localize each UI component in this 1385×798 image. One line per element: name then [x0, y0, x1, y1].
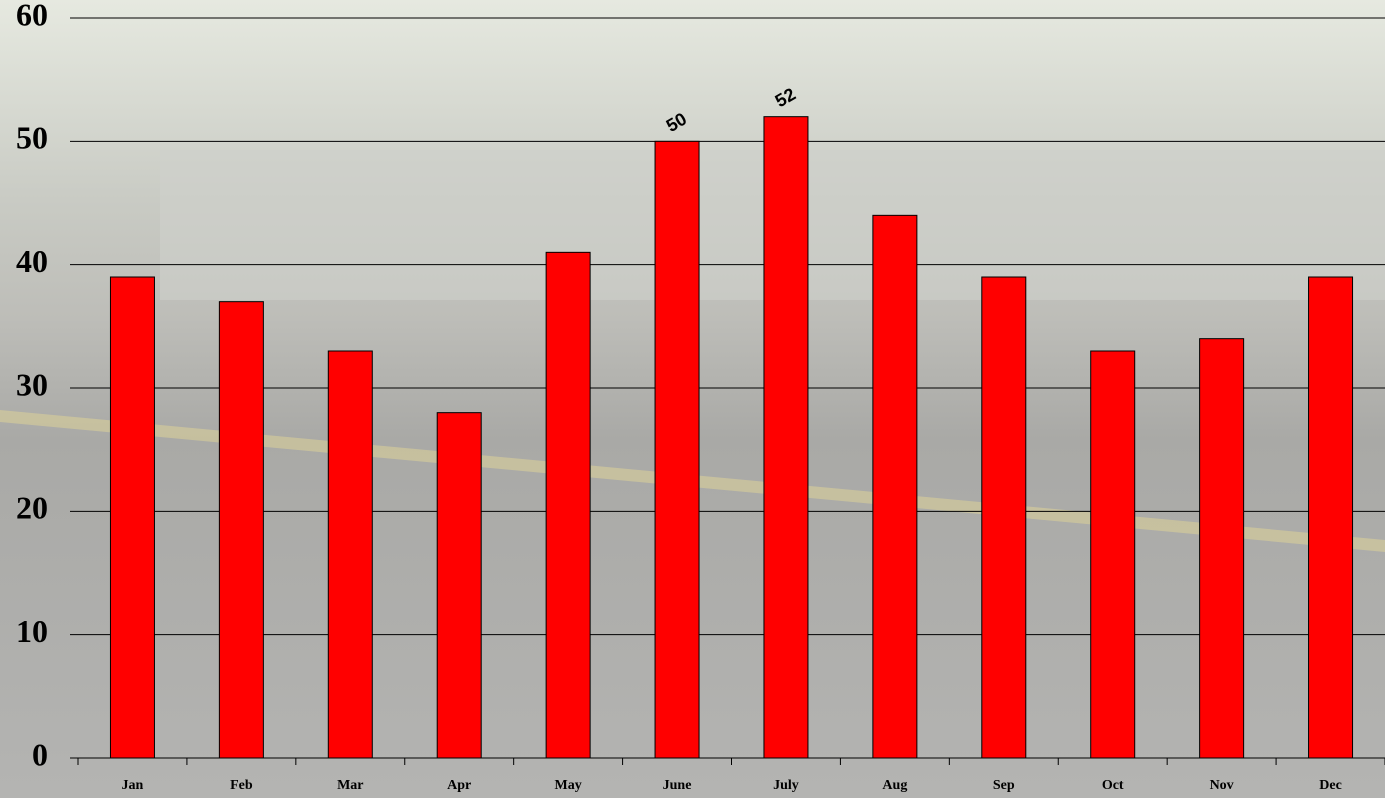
y-tick-label: 50: [16, 120, 48, 156]
bar: [1199, 338, 1245, 759]
x-tick-label: Apr: [447, 778, 471, 793]
bar: [545, 251, 591, 759]
y-tick-label: 0: [32, 736, 48, 772]
bar: [872, 214, 918, 759]
y-tick-label: 10: [16, 613, 48, 649]
bar: [218, 301, 264, 759]
y-tick-label: 60: [16, 0, 48, 32]
y-tick-label: 30: [16, 366, 48, 402]
x-tick-label: Mar: [337, 778, 363, 793]
x-tick-label: Jan: [122, 778, 144, 793]
x-tick-label: Oct: [1102, 778, 1124, 793]
x-tick-label: Aug: [882, 778, 907, 793]
x-tick-label: Dec: [1319, 778, 1342, 793]
bar: [763, 116, 809, 759]
bar: [981, 276, 1027, 759]
bar: [436, 412, 482, 759]
x-tick-label: July: [773, 778, 799, 793]
bar: [1090, 350, 1136, 759]
x-tick-label: June: [663, 778, 692, 793]
y-tick-label: 40: [16, 243, 48, 279]
y-tick-label: 20: [16, 490, 48, 526]
x-tick-label: Nov: [1210, 778, 1234, 793]
bar: [109, 276, 155, 759]
bar: [654, 140, 700, 759]
bar: [1308, 276, 1354, 759]
x-tick-label: Sep: [993, 778, 1015, 793]
bar: [327, 350, 373, 759]
x-tick-label: Feb: [230, 778, 253, 793]
x-tick-label: May: [555, 778, 582, 793]
